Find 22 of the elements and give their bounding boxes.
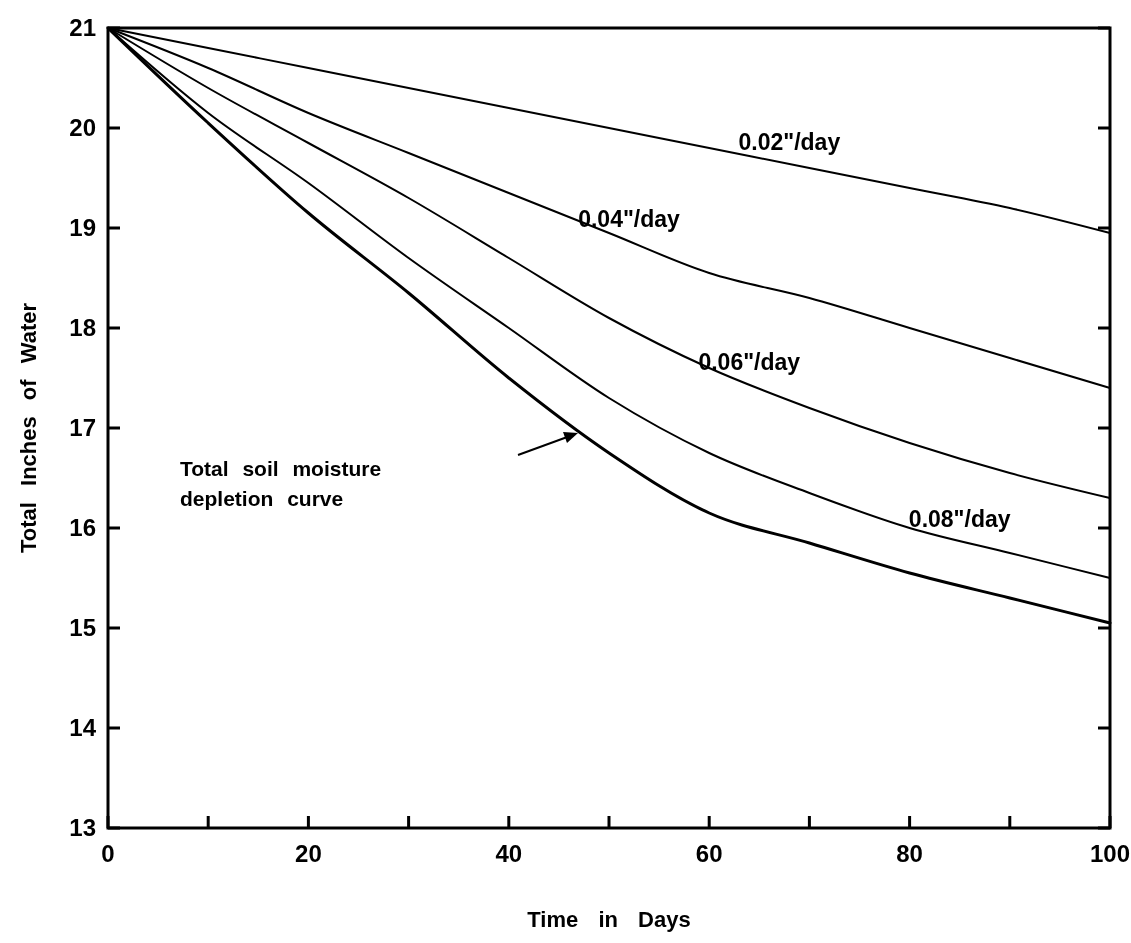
- x-tick-label: 40: [495, 840, 523, 867]
- annotation: Total soil moisture depletion curve: [180, 457, 382, 510]
- x-tick-label: 60: [695, 840, 723, 867]
- y-tick-label: 19: [69, 214, 96, 242]
- series-label: 0.04"/day: [578, 206, 681, 232]
- y-tick-label: 13: [69, 814, 96, 842]
- x-tick-label: 100: [1089, 840, 1131, 867]
- y-axis-title: Total Inches of Water: [16, 302, 41, 554]
- y-tick-label: 14: [69, 714, 97, 742]
- y-tick-label: 21: [69, 14, 96, 42]
- series-label: 0.02"/day: [738, 129, 841, 155]
- y-tick-label: 17: [69, 414, 96, 442]
- series-label: 0.06"/day: [698, 349, 801, 375]
- y-tick-label: 18: [69, 314, 96, 342]
- series-label: 0.08"/day: [908, 505, 1011, 532]
- x-tick-label: 0: [101, 840, 115, 867]
- y-tick-label: 16: [69, 514, 96, 542]
- x-tick-label: 80: [896, 840, 923, 867]
- y-tick-label: 20: [69, 114, 96, 142]
- x-axis-title: Time in Days: [527, 907, 691, 932]
- x-tick-label: 20: [295, 840, 322, 867]
- y-tick-label: 15: [69, 614, 96, 642]
